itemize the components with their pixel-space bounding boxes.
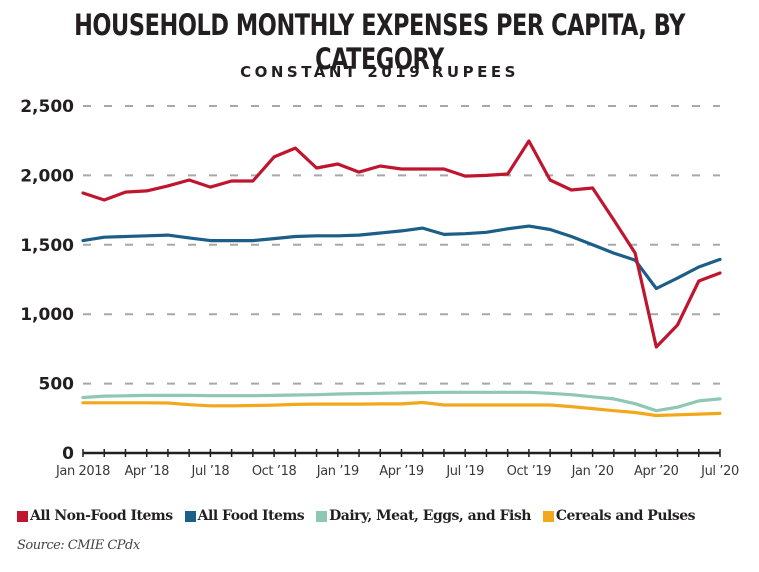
x-tick-label: Apr ’19 [379, 464, 424, 479]
legend-swatch [542, 510, 554, 522]
y-tick-label: 2,000 [20, 166, 74, 186]
y-tick-label: 2,500 [20, 97, 74, 117]
gridlines [83, 105, 720, 385]
x-tick-label: Jan 2018 [55, 464, 110, 479]
y-tick-label: 1,500 [20, 236, 74, 256]
x-tick-label: Jul ’20 [700, 464, 739, 479]
series-line-all-non-food-items [81, 139, 722, 349]
source-note: Source: CMIE CPdx [17, 538, 140, 553]
chart-title: HOUSEHOLD MONTHLY EXPENSES PER CAPITA, B… [74, 8, 685, 76]
y-tick-label: 1,000 [20, 305, 74, 325]
y-tick-label: 0 [62, 444, 74, 464]
y-axis-ticks: 0 500 1,000 1,500 2,000 2,500 [20, 97, 74, 464]
legend: All Non-Food Items All Food Items Dairy,… [17, 508, 696, 524]
x-axis: Jan 2018 Apr ’18 Jul ’18 Oct ’18 Jan ’19 Apr … [55, 449, 739, 479]
x-tick-label: Oct ’18 [252, 464, 297, 479]
x-tick-label: Apr ’18 [124, 464, 169, 479]
x-tick-label: Jan ’19 [316, 464, 359, 479]
chart-subtitle: CONSTANT 2019 RUPEES [240, 63, 519, 81]
legend-label: All Non-Food Items [30, 508, 173, 524]
legend-swatch [17, 510, 28, 522]
legend-label: Dairy, Meat, Eggs, and Fish [329, 508, 531, 524]
legend-swatch [184, 510, 196, 522]
legend-label: Cereals and Pulses [555, 508, 696, 524]
x-tick-label: Oct ’19 [507, 464, 552, 479]
x-tick-label: Jan ’20 [571, 464, 614, 479]
x-tick-label: Apr ’20 [634, 464, 679, 479]
x-tick-label: Jul ’19 [445, 464, 484, 479]
series-line-all-food-items [81, 224, 722, 291]
y-tick-label: 500 [39, 375, 75, 395]
legend-item-non-food: All Non-Food Items [17, 508, 173, 524]
legend-swatch [316, 510, 328, 522]
legend-item-food: All Food Items [184, 508, 305, 524]
series-lines [81, 139, 722, 418]
series-line-cereals-and-pulses [81, 400, 722, 418]
legend-item-dairy: Dairy, Meat, Eggs, and Fish [316, 508, 531, 524]
legend-item-cereals: Cereals and Pulses [542, 508, 696, 524]
series-line-dairy-meat-eggs-and-fish [81, 390, 722, 413]
x-tick-label: Jul ’18 [191, 464, 230, 479]
legend-label: All Food Items [197, 508, 305, 524]
